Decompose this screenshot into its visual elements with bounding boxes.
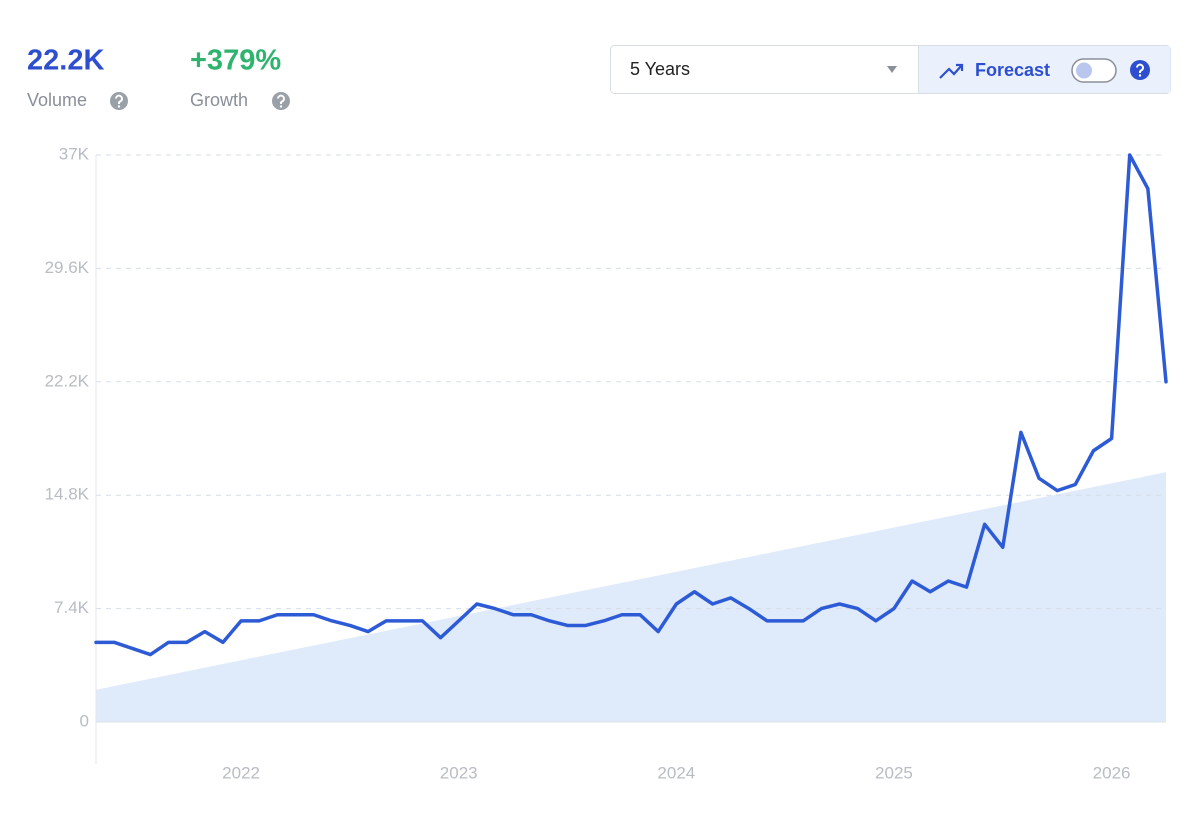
forecast-panel xyxy=(918,46,1171,93)
volume-label: Volume xyxy=(27,90,87,110)
growth-label: Growth xyxy=(190,90,248,110)
x-tick-label: 2024 xyxy=(657,763,695,782)
y-tick-label: 29.6K xyxy=(45,258,90,277)
y-tick-label: 22.2K xyxy=(45,371,90,390)
data-line xyxy=(94,153,1168,657)
y-tick-label: 7.4K xyxy=(54,598,90,617)
trend-icon xyxy=(939,63,964,79)
x-tick-label: 2023 xyxy=(440,763,478,782)
plot: 0 7.4K 14.8K 22.2K 29.6K 37K 2022 2023 2024 2025 2… xyxy=(45,144,1168,782)
range-dropdown[interactable]: 5 Years xyxy=(630,59,897,79)
x-tick-label: 2025 xyxy=(875,763,913,782)
y-tick-label: 37K xyxy=(59,144,90,163)
y-tick-label: 14.8K xyxy=(45,485,90,504)
range-value: 5 Years xyxy=(630,59,690,79)
help-icon[interactable] xyxy=(1130,60,1150,80)
forecast-label: Forecast xyxy=(975,60,1050,80)
help-icon[interactable] xyxy=(110,92,128,110)
trend-area xyxy=(96,472,1166,722)
y-tick-label: 0 xyxy=(80,711,89,730)
growth-value: +379% xyxy=(190,45,281,77)
forecast-toggle[interactable] xyxy=(1071,58,1117,83)
x-tick-label: 2022 xyxy=(222,763,260,782)
volume-value: 22.2K xyxy=(27,45,104,77)
x-tick-label: 2026 xyxy=(1093,763,1131,782)
help-icon[interactable] xyxy=(272,92,290,110)
